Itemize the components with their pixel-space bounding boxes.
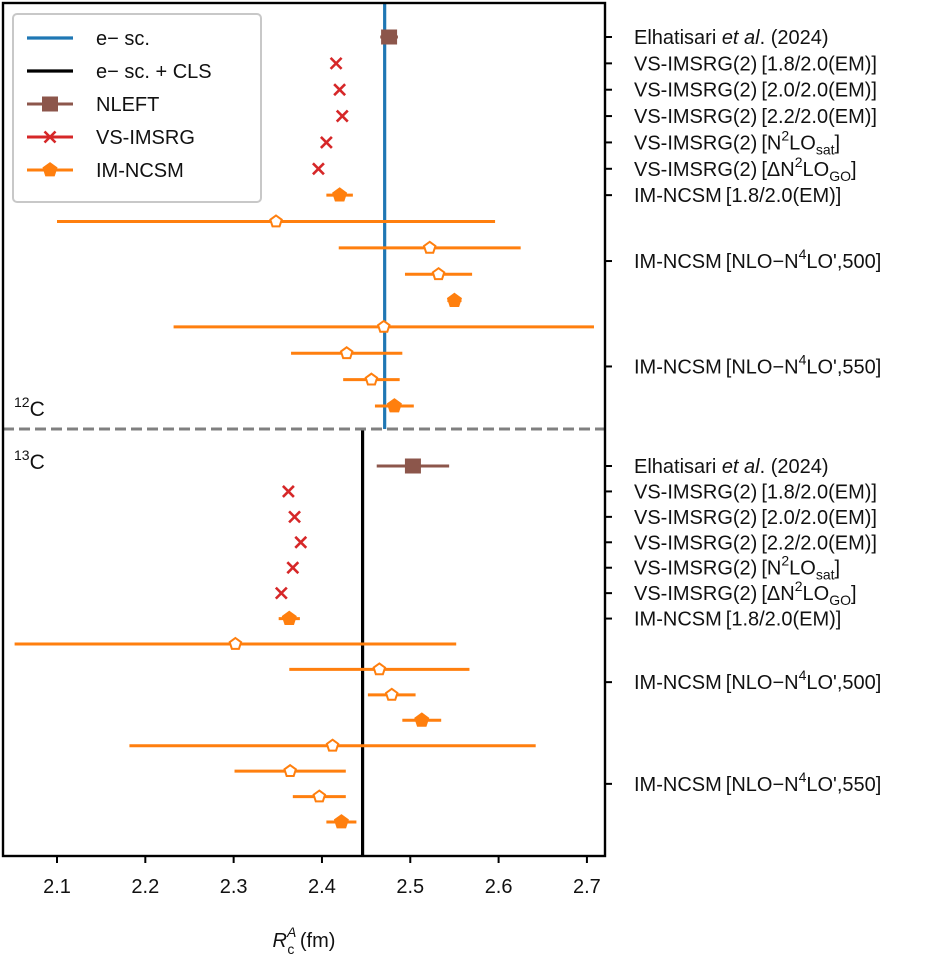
point-12C-row-2-marker	[333, 83, 347, 97]
point-13C-row-3-marker	[294, 535, 308, 549]
plot-frame-rect	[1, 1, 607, 858]
legend-label-nleft: NLEFT	[96, 94, 159, 116]
point-13C-row-2-marker-stroke-b	[288, 510, 302, 524]
point-13C-row-5-marker	[274, 586, 288, 600]
row-label-12C: VS-IMSRG(2) [2.2/2.0(EM)]	[634, 106, 877, 128]
point-12C-row-11-marker	[376, 319, 391, 333]
point-12C-row-8-marker	[422, 240, 437, 254]
point-13C-row-4-marker	[286, 561, 300, 575]
row-labels: Elhatisari et al. (2024) VS-IMSRG(2) [1.8…	[634, 27, 881, 796]
point-12C-row-5-marker	[312, 162, 325, 176]
point-13C-row-11-marker	[325, 738, 340, 752]
point-12C-row-1-marker	[329, 56, 343, 70]
point-13C-row-10-marker	[414, 712, 430, 727]
x-axis-title: RA c (fm)	[273, 924, 336, 957]
legend-entry-nleft: NLEFT	[27, 94, 159, 116]
x-tick-label: 2.5	[396, 876, 424, 898]
row-label-12C: VS-IMSRG(2) [N2LOsat]	[634, 127, 840, 157]
point-12C-row-4-marker	[319, 136, 333, 149]
point-13C-row-8-marker	[372, 662, 387, 676]
x-tick-label: 2.2	[131, 876, 159, 898]
point-12C-row-10-marker	[446, 292, 462, 307]
point-13C-row-14-marker	[333, 814, 349, 829]
row-label-13C: VS-IMSRG(2) [2.0/2.0(EM)]	[634, 507, 877, 529]
point-13C-row-2-marker	[288, 510, 302, 524]
nucleus-labels: 12C 13C	[14, 394, 45, 474]
point-12C-row-7-marker	[269, 214, 283, 228]
legend-marker-ncsm	[42, 162, 58, 177]
point-12C-row-14-marker	[386, 398, 402, 413]
nucleus-label-13C: 13C	[14, 447, 45, 474]
legend-label-vs: VS-IMSRG	[96, 127, 195, 149]
nucleus-label-12C: 12C	[14, 394, 45, 421]
row-label-13C: IM-NCSM [NLO−N4LO',550]	[634, 769, 881, 796]
point-13C-row-4-marker-stroke-b	[286, 561, 300, 575]
point-13C-row-6-marker	[281, 610, 297, 625]
point-12C-row-12-marker	[339, 346, 354, 360]
legend-label-exp_blue: e− sc.	[96, 28, 150, 50]
row-label-13C: VS-IMSRG(2) [ΔN2LOGO]	[634, 578, 857, 608]
legend-marker-vs-stroke-b	[43, 130, 57, 144]
legend-label-exp_black: e− sc. + CLS	[96, 61, 212, 83]
x-tick-label: 2.6	[485, 876, 513, 898]
row-label-12C: IM-NCSM [1.8/2.0(EM)]	[634, 185, 841, 207]
x-tick-label: 2.4	[308, 876, 336, 898]
legend-label-ncsm: IM-NCSM	[96, 160, 184, 182]
point-12C-row-13-marker	[364, 372, 379, 386]
point-12C-row-3-marker	[335, 109, 349, 123]
point-12C-row-9-marker	[431, 266, 446, 281]
point-13C-row-9-marker	[384, 687, 399, 701]
row-label-12C: IM-NCSM [NLO−N4LO',550]	[634, 351, 881, 378]
row-label-13C: Elhatisari et al. (2024)	[634, 456, 829, 478]
row-label-13C: IM-NCSM [1.8/2.0(EM)]	[634, 609, 841, 631]
row-label-12C: VS-IMSRG(2) [1.8/2.0(EM)]	[634, 53, 877, 75]
legend-entry-vs: VS-IMSRG	[27, 127, 195, 149]
point-13C-row-13-marker	[312, 789, 327, 803]
row-label-13C: VS-IMSRG(2) [2.2/2.0(EM)]	[634, 532, 877, 554]
point-12C-row-0-marker	[381, 29, 398, 45]
data-markers	[228, 29, 462, 829]
point-13C-row-7-marker	[228, 636, 243, 650]
x-tick-label: 2.3	[220, 876, 248, 898]
point-13C-row-3-marker-stroke-b	[294, 535, 308, 549]
point-13C-row-5-marker-stroke-b	[274, 586, 288, 600]
row-label-13C: IM-NCSM [NLO−N4LO',500]	[634, 667, 881, 694]
plot-frame	[1, 1, 607, 858]
x-axis: 2.1 2.2 2.3 2.4 2.5 2.6 2.7 RA c (fm)	[43, 36, 612, 957]
x-tick-label: 2.7	[573, 876, 601, 898]
legend-entry-ncsm: IM-NCSM	[27, 160, 184, 182]
point-12C-row-4-marker-stroke-b	[319, 136, 333, 149]
point-13C-row-1-marker	[281, 485, 295, 498]
point-13C-row-0-marker	[404, 458, 421, 474]
legend-marker-vs	[43, 130, 57, 144]
legend-marker-nleft	[42, 96, 58, 112]
row-label-12C: VS-IMSRG(2) [2.0/2.0(EM)]	[634, 80, 877, 102]
point-12C-row-1-marker-stroke-b	[329, 56, 343, 70]
row-label-13C: VS-IMSRG(2) [N2LOsat]	[634, 553, 840, 583]
legend-box	[12, 13, 262, 203]
row-label-12C: Elhatisari et al. (2024)	[634, 27, 829, 49]
point-12C-row-2-marker-stroke-b	[333, 83, 347, 97]
row-label-12C: VS-IMSRG(2) [ΔN2LOGO]	[634, 154, 857, 184]
legend: e− sc. e− sc. + CLS NLEFT VS-IMSRG IM-NCSM	[12, 13, 262, 203]
point-12C-row-6-marker	[332, 187, 348, 202]
legend-entry-exp_black: e− sc. + CLS	[27, 61, 212, 83]
point-12C-row-5-marker-stroke-b	[312, 162, 325, 176]
legend-entry-exp_blue: e− sc.	[27, 28, 150, 50]
row-label-13C: VS-IMSRG(2) [1.8/2.0(EM)]	[634, 481, 877, 503]
x-tick-label: 2.1	[43, 876, 71, 898]
point-12C-row-3-marker-stroke-b	[335, 109, 349, 123]
row-label-12C: IM-NCSM [NLO−N4LO',500]	[634, 246, 881, 273]
point-13C-row-12-marker	[283, 763, 298, 777]
point-13C-row-1-marker-stroke-b	[281, 485, 295, 498]
